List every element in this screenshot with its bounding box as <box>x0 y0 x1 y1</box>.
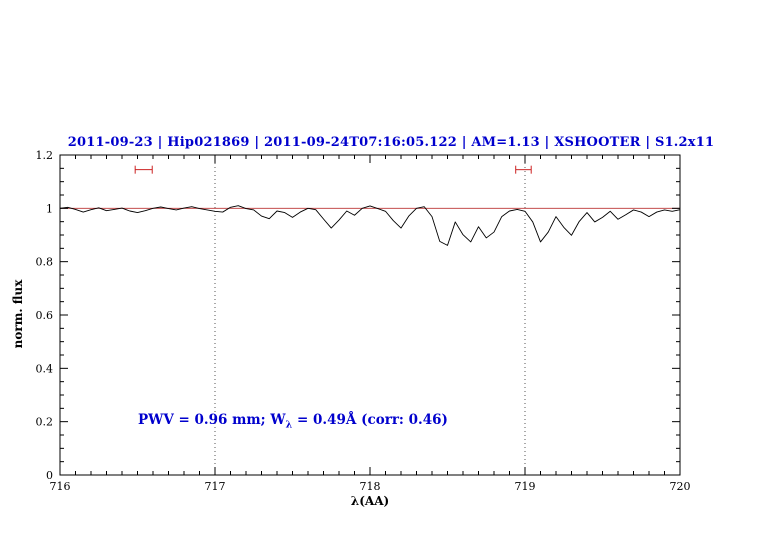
y-tick-label: 0.2 <box>36 416 54 429</box>
y-axis-label: norm. flux <box>11 279 25 349</box>
telluric-range-marker <box>134 165 153 174</box>
y-tick-label: 1.2 <box>36 149 54 162</box>
x-tick-label: 717 <box>205 480 226 493</box>
y-tick-label: 0 <box>46 469 53 482</box>
pwv-annotation-prefix: PWV = 0.96 mm; W <box>138 412 286 428</box>
x-tick-label: 718 <box>360 480 381 493</box>
y-tick-label: 0.8 <box>36 256 54 269</box>
x-tick-labels: 716 717 718 719 720 <box>50 480 691 493</box>
x-axis-label: λ(AA) <box>350 494 390 508</box>
x-tick-label: 720 <box>670 480 691 493</box>
pwv-annotation: PWV = 0.96 mm; Wλ = 0.49Å (corr: 0.46) <box>138 412 448 431</box>
range-markers <box>134 165 532 174</box>
pwv-annotation-sub: λ <box>285 419 293 431</box>
axis-ticks <box>59 154 681 476</box>
reference-vlines <box>214 155 526 475</box>
spectrum-series <box>59 205 681 246</box>
pwv-annotation-suffix: = 0.49Å (corr: 0.46) <box>292 412 448 428</box>
y-tick-labels: 0 0.2 0.4 0.6 0.8 1 1.2 <box>36 149 54 482</box>
y-tick-label: 1 <box>46 202 53 215</box>
y-tick-label: 0.6 <box>36 309 54 322</box>
x-tick-label: 719 <box>515 480 536 493</box>
plot-title: 2011-09-23 | Hip021869 | 2011-09-24T07:1… <box>67 135 715 150</box>
y-tick-label: 0.4 <box>36 362 54 375</box>
spectrum-line <box>59 205 681 246</box>
x-tick-label: 716 <box>50 480 71 493</box>
telluric-range-marker <box>515 165 532 174</box>
